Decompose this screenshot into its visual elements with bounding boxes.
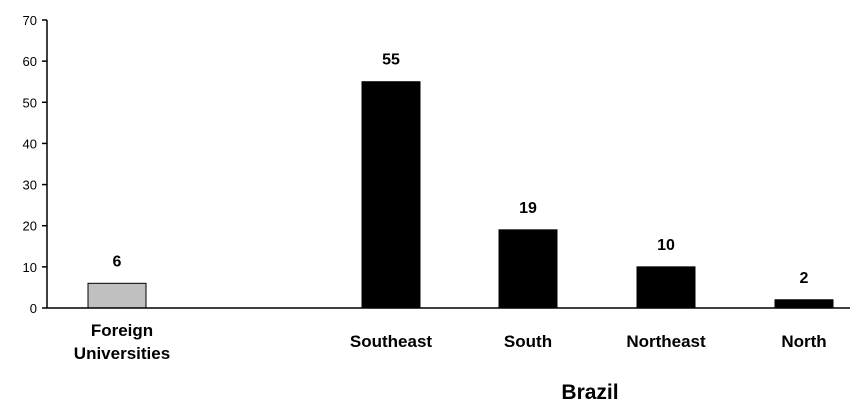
- data-label: 2: [800, 270, 809, 287]
- y-axis: 0 10 20 30 40 50 60 70: [23, 13, 48, 316]
- data-labels: 6 55 19 10 2: [113, 52, 809, 287]
- category-label-line: Foreign: [91, 321, 153, 340]
- bar: [361, 81, 421, 309]
- category-label: Foreign Universities: [74, 321, 170, 363]
- category-label-line: North: [781, 332, 826, 351]
- group-label-brazil: Brazil: [561, 381, 618, 404]
- category-label-line: Universities: [74, 344, 170, 363]
- bars: [87, 81, 834, 309]
- data-label: 55: [382, 52, 400, 69]
- bar: [87, 282, 147, 309]
- y-tick-label: 40: [23, 136, 37, 151]
- data-label: 10: [657, 237, 675, 254]
- category-label-line: Southeast: [350, 332, 433, 351]
- y-tick-label: 10: [23, 260, 37, 275]
- y-tick-label: 60: [23, 54, 37, 69]
- data-label: 19: [519, 200, 537, 217]
- y-tick-label: 30: [23, 178, 37, 193]
- category-label: Southeast: [350, 332, 433, 351]
- y-tick-label: 0: [30, 301, 37, 316]
- bar: [498, 229, 558, 309]
- category-label-line: Northeast: [626, 332, 706, 351]
- y-tick-label: 70: [23, 13, 37, 28]
- y-tick-label: 20: [23, 219, 37, 234]
- category-label-line: South: [504, 332, 552, 351]
- category-label: Northeast: [626, 332, 706, 351]
- x-axis: Foreign Universities Southeast South Northea…: [47, 307, 850, 363]
- category-label: North: [781, 332, 826, 351]
- bar: [774, 299, 834, 309]
- data-label: 6: [113, 253, 122, 270]
- y-tick-label: 50: [23, 95, 37, 110]
- category-label: South: [504, 332, 552, 351]
- bar: [636, 266, 696, 309]
